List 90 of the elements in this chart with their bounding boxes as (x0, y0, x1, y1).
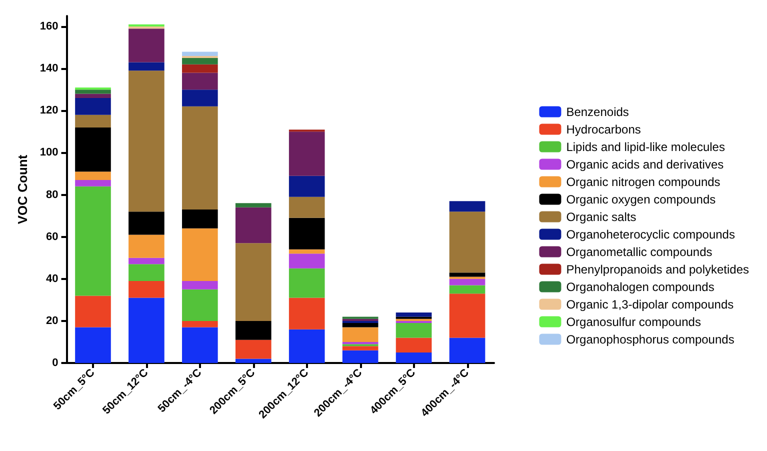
bar (342, 350, 378, 363)
y-tick-label: 40 (46, 272, 58, 285)
bar (182, 56, 218, 58)
bar (182, 52, 218, 56)
bar (288, 249, 325, 254)
bar (288, 218, 325, 250)
bar (396, 338, 432, 352)
bar (342, 323, 378, 328)
bar (128, 24, 164, 27)
bar (235, 203, 272, 208)
y-axis-title: VOC Count (15, 154, 30, 224)
bar (288, 298, 325, 330)
legend-label: Organoheterocyclic compounds (566, 227, 735, 242)
bar (75, 327, 111, 363)
bar (396, 352, 432, 363)
bar (128, 28, 164, 62)
bar (128, 280, 164, 298)
bar (342, 346, 378, 350)
y-tick-label: 140 (40, 62, 58, 75)
bar (235, 243, 272, 321)
bar (128, 212, 164, 235)
bar (235, 320, 272, 340)
bar (182, 58, 218, 64)
bar (235, 340, 272, 359)
bar (449, 338, 486, 363)
legend-label: Hydrocarbons (566, 122, 641, 136)
bar (396, 312, 432, 317)
y-tick-label: 60 (46, 230, 58, 243)
y-tick-label: 160 (40, 20, 58, 33)
bar (182, 228, 218, 281)
bar (342, 320, 378, 324)
bar (128, 62, 164, 71)
legend-label: Organometallic compounds (566, 244, 712, 259)
bar (182, 320, 218, 328)
bar (182, 327, 218, 363)
bar (449, 294, 486, 338)
bar (342, 327, 378, 342)
bar (182, 72, 218, 90)
bar (128, 258, 164, 264)
bar (396, 323, 432, 338)
legend-label: Benzenoids (566, 104, 629, 119)
legend-label: Organohalogen compounds (566, 280, 714, 294)
legend-label: Organophosphorus compounds (566, 332, 734, 346)
bar (288, 268, 325, 298)
bar (449, 272, 486, 277)
bar (75, 186, 111, 296)
bar (288, 196, 325, 218)
y-tick-label: 0 (52, 357, 58, 369)
bar (75, 98, 111, 115)
bar (288, 329, 325, 363)
legend-label: Phenylpropanoids and polyketides (566, 262, 749, 276)
bar (342, 342, 378, 344)
y-tick-label: 80 (46, 188, 58, 201)
bar (75, 180, 111, 186)
bar (128, 298, 164, 363)
bar (449, 285, 486, 294)
y-tick-label: 100 (40, 146, 58, 159)
bar (182, 289, 218, 321)
legend-label: Organic salts (566, 210, 636, 224)
bar (288, 132, 325, 176)
bar (235, 207, 272, 244)
bar (75, 114, 111, 128)
bar (75, 94, 111, 98)
bar (288, 254, 325, 268)
legend-label: Organic oxygen compounds (566, 192, 716, 206)
bar (75, 172, 111, 180)
bar (182, 64, 218, 73)
bar (75, 296, 111, 328)
bar (288, 176, 325, 197)
bar (128, 234, 164, 258)
bar (128, 264, 164, 281)
bar (128, 70, 164, 212)
bar (449, 278, 486, 286)
bar (182, 90, 218, 106)
legend-label: Organosulfur compounds (566, 314, 701, 329)
legend-label: Organic acids and derivatives (566, 157, 724, 172)
bar (449, 212, 486, 273)
bar (182, 280, 218, 290)
bar (75, 90, 111, 94)
bar (449, 201, 486, 212)
y-tick-label: 120 (40, 104, 58, 117)
bar (182, 209, 218, 228)
bar (182, 106, 218, 210)
bar (396, 320, 432, 324)
bar (75, 127, 111, 172)
legend-label: Organic nitrogen compounds (566, 174, 720, 189)
bar (235, 358, 272, 363)
legend-label: Organic 1,3-dipolar compounds (566, 297, 734, 312)
legend-label: Lipids and lipid-like molecules (566, 140, 725, 154)
y-tick-label: 20 (46, 314, 58, 327)
